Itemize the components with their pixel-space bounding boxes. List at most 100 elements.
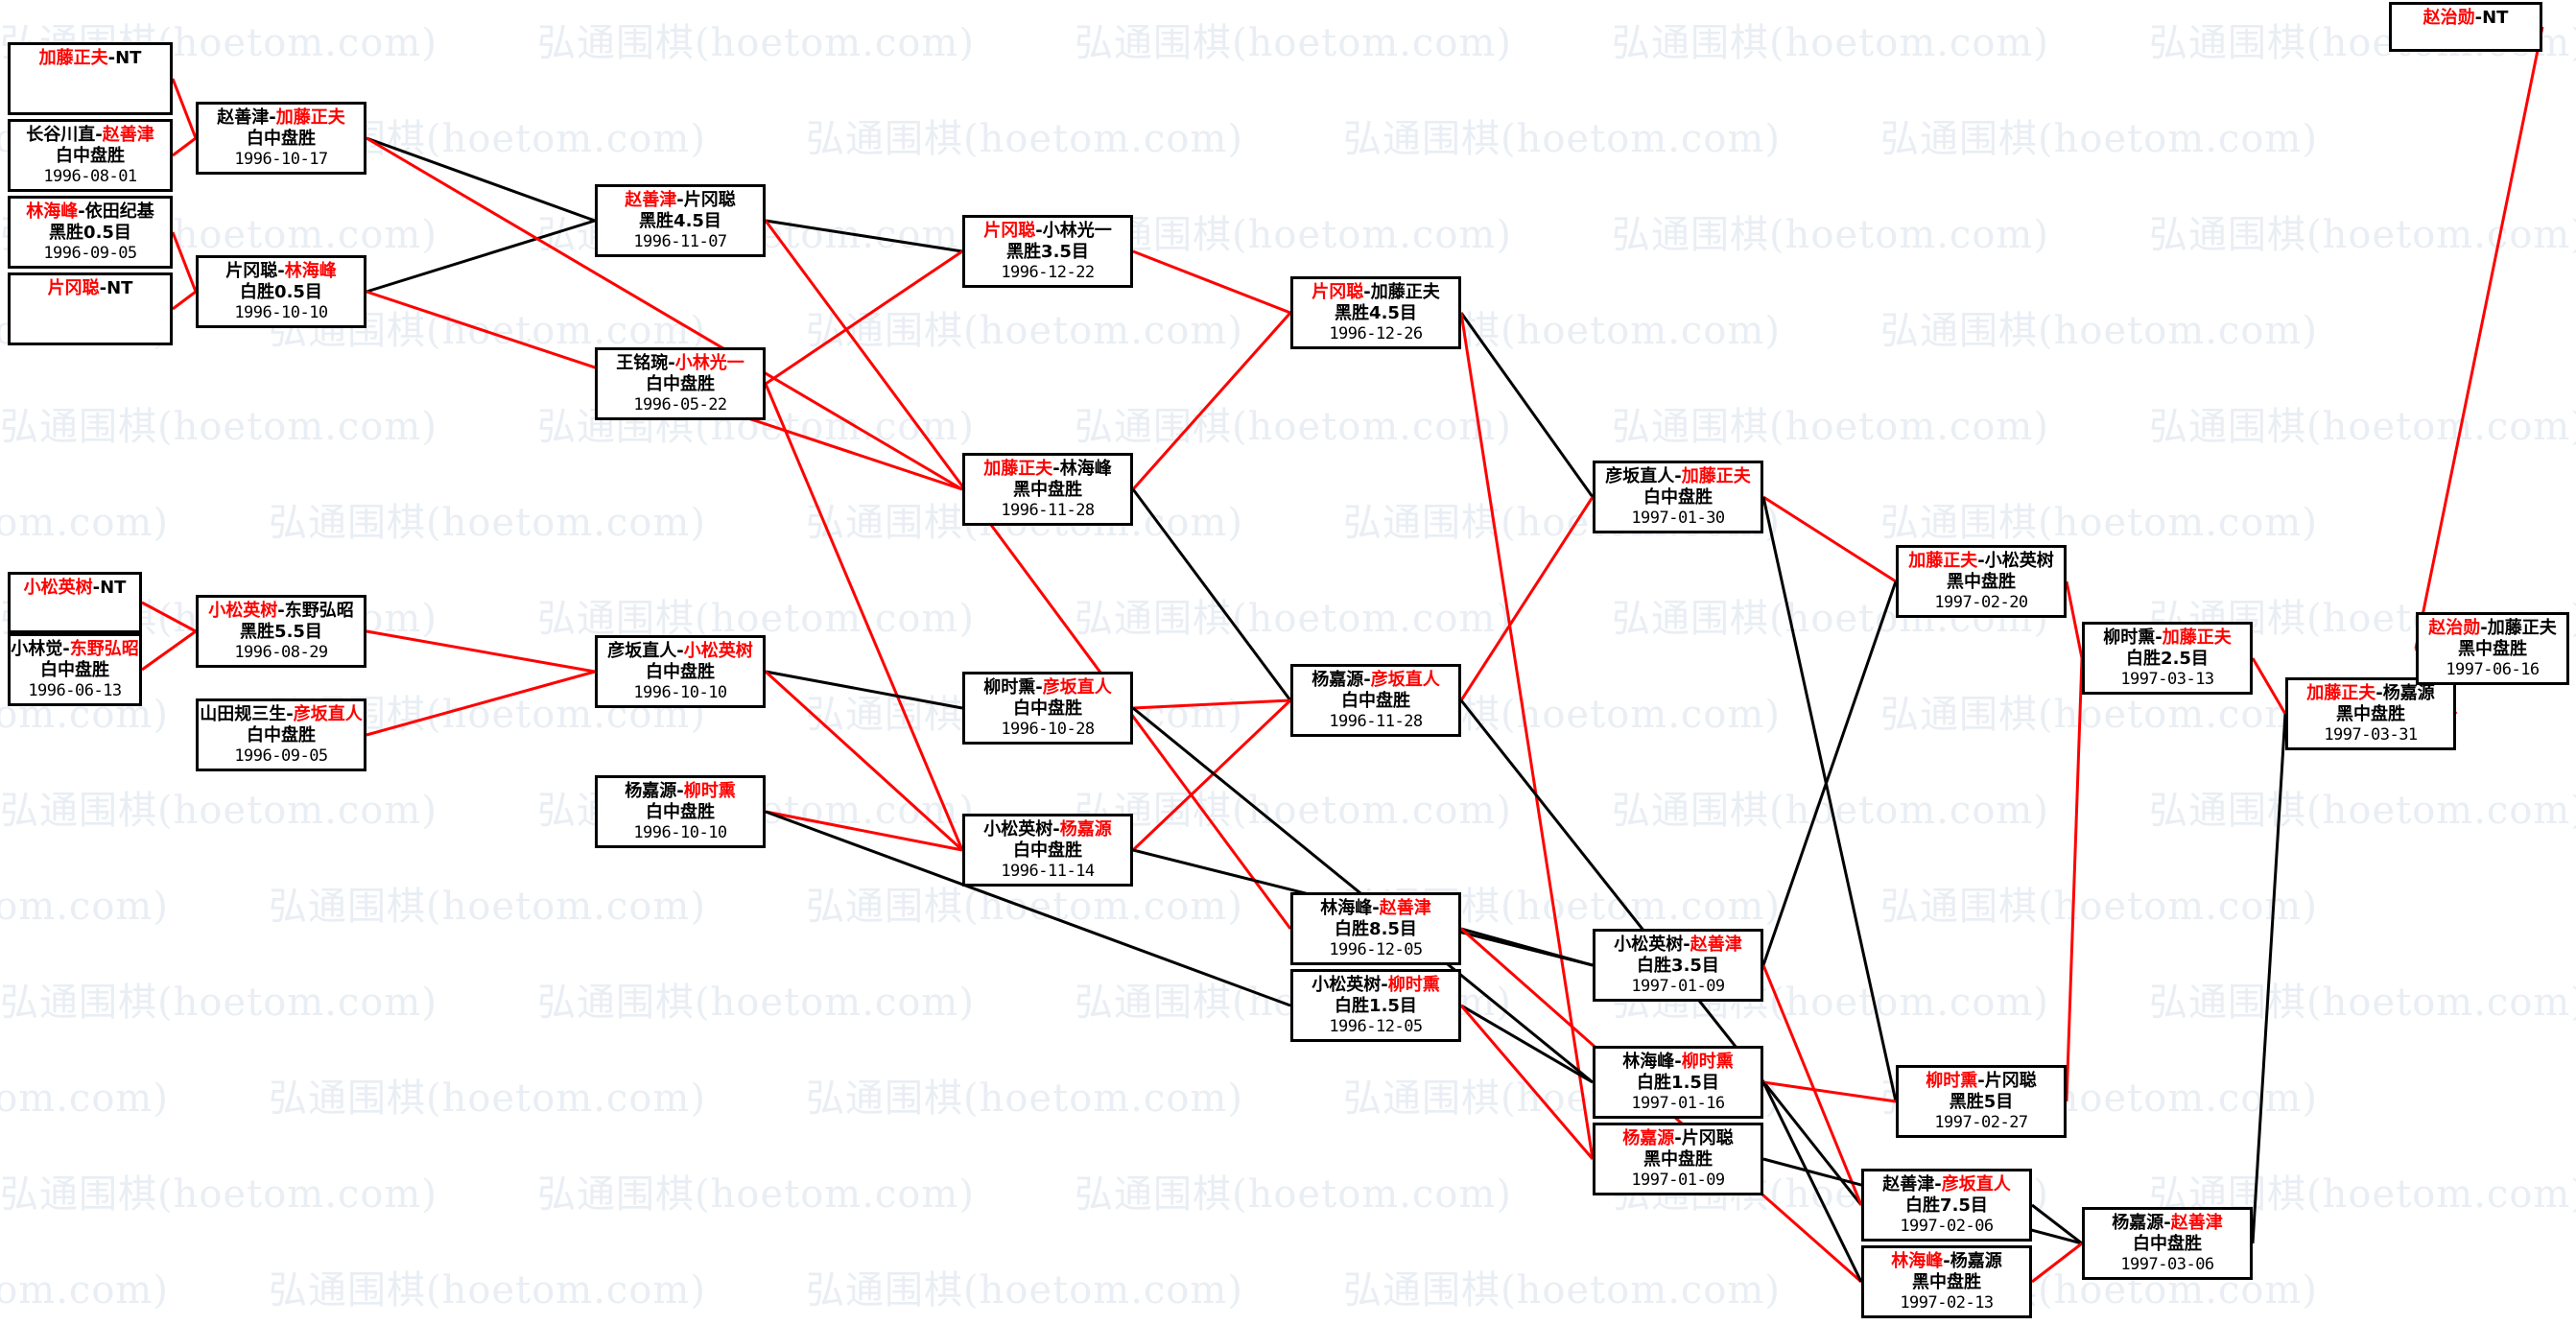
player-left: 杨嘉源 (2112, 1213, 2164, 1233)
player-separator: - (99, 278, 107, 298)
match-box[interactable]: 加藤正夫-杨嘉源 黑中盘胜 1997-03-31 (2285, 677, 2456, 750)
match-date: 1997-01-09 (1631, 976, 1725, 996)
match-box[interactable]: 杨嘉源-柳时熏 白中盘胜 1996-10-10 (595, 775, 766, 848)
match-box[interactable]: 小林觉-东野弘昭 白中盘胜 1996-06-13 (8, 633, 142, 706)
player-separator: - (1674, 1052, 1682, 1072)
player-left: 柳时熏 (2103, 627, 2156, 648)
player-separator: - (1363, 670, 1371, 690)
match-box[interactable]: 赵治勋-NT (2389, 2, 2542, 52)
match-date: 1997-02-27 (1934, 1112, 2028, 1132)
bracket-edge (1460, 1004, 1594, 1084)
player-separator: - (1674, 1128, 1682, 1148)
match-box[interactable]: 柳时熏-加藤正夫 白胜2.5目 1997-03-13 (2082, 622, 2253, 695)
player-right: 赵善津 (2170, 1213, 2223, 1233)
match-box[interactable]: 杨嘉源-赵善津 白中盘胜 1997-03-06 (2082, 1207, 2253, 1280)
match-box[interactable]: 林海峰-柳时熏 白胜1.5目 1997-01-16 (1593, 1046, 1763, 1119)
player-left: 小松英树 (1614, 935, 1684, 955)
player-separator: - (1052, 459, 1060, 479)
bracket-edge (1131, 698, 1292, 852)
match-box[interactable]: 林海峰-赵善津 白胜8.5目 1996-12-05 (1290, 892, 1461, 965)
match-date: 1996-05-22 (633, 394, 727, 414)
match-date: 1996-10-10 (234, 302, 328, 322)
match-box[interactable]: 小松英树-东野弘昭 黑胜5.5目 1996-08-29 (196, 595, 366, 668)
match-players: 彦坂直人-小松英树 (598, 638, 763, 662)
match-players: 小松英树-柳时熏 (1293, 972, 1458, 996)
match-box[interactable]: 片冈聪-小林光一 黑胜3.5目 1996-12-22 (962, 215, 1133, 288)
player-separator: - (1977, 1071, 1985, 1091)
bracket-edge (1762, 1080, 1897, 1103)
bracket-edge (1761, 580, 1898, 966)
match-box[interactable]: 长谷川直-赵善津 白中盘胜 1996-08-01 (8, 119, 173, 192)
match-box[interactable]: 加藤正夫-小松英树 黑中盘胜 1997-02-20 (1896, 545, 2067, 618)
player-right: 加藤正夫 (2487, 618, 2557, 638)
match-box[interactable]: 王铭琬-小林光一 白中盘胜 1996-05-22 (595, 347, 766, 420)
match-box[interactable]: 赵善津-片冈聪 黑胜4.5目 1996-11-07 (595, 184, 766, 257)
match-box[interactable]: 小松英树-赵善津 白胜3.5目 1997-01-09 (1593, 929, 1763, 1002)
match-players: 片冈聪-林海峰 (199, 258, 364, 282)
match-result: 黑中盘胜 (1013, 479, 1082, 500)
match-box[interactable]: 加藤正夫-林海峰 黑中盘胜 1996-11-28 (962, 453, 1133, 526)
player-right: 杨嘉源 (2382, 683, 2435, 703)
match-result: 白中盘胜 (247, 128, 316, 149)
bracket-edge (764, 670, 964, 852)
match-box[interactable]: 柳时熏-彦坂直人 白中盘胜 1996-10-28 (962, 672, 1133, 745)
match-box[interactable]: 柳时熏-片冈聪 黑胜5目 1997-02-27 (1896, 1065, 2067, 1138)
match-date: 1996-09-05 (43, 243, 137, 263)
match-players: 小松英树-NT (11, 575, 139, 599)
match-box[interactable]: 小松英树-杨嘉源 白中盘胜 1996-11-14 (962, 814, 1133, 887)
match-date: 1997-03-13 (2120, 669, 2214, 689)
match-box[interactable]: 片冈聪-加藤正夫 黑胜4.5目 1996-12-26 (1290, 276, 1461, 349)
match-box[interactable]: 杨嘉源-片冈聪 黑中盘胜 1997-01-09 (1593, 1123, 1763, 1195)
match-players: 加藤正夫-NT (11, 45, 170, 69)
player-separator: - (1363, 282, 1371, 302)
match-box[interactable]: 小松英树-柳时熏 白胜1.5目 1996-12-05 (1290, 969, 1461, 1042)
match-players: 小松英树-杨嘉源 (965, 816, 1130, 840)
match-result: 黑中盘胜 (1947, 571, 2016, 592)
match-box[interactable]: 杨嘉源-彦坂直人 白中盘胜 1996-11-28 (1290, 664, 1461, 737)
bracket-edge (1761, 964, 1863, 1206)
match-players: 赵善津-彦坂直人 (1864, 1171, 2029, 1195)
match-players: 赵治勋-加藤正夫 (2419, 615, 2566, 639)
bracket-edge (765, 810, 963, 852)
bracket-edge (2031, 1203, 2083, 1245)
player-left: 柳时熏 (983, 677, 1036, 698)
match-box[interactable]: 林海峰-杨嘉源 黑中盘胜 1997-02-13 (1861, 1245, 2032, 1318)
bracket-edge (366, 219, 596, 294)
player-separator: - (2163, 1213, 2171, 1233)
match-box[interactable]: 彦坂直人-加藤正夫 白中盘胜 1997-01-30 (1593, 461, 1763, 533)
player-left: 片冈聪 (983, 221, 1036, 241)
match-box[interactable]: 林海峰-依田纪基 黑胜0.5目 1996-09-05 (8, 196, 173, 269)
player-separator: - (286, 704, 294, 724)
match-box[interactable]: 赵治勋-加藤正夫 黑中盘胜 1997-06-16 (2416, 612, 2569, 685)
match-result: 白中盘胜 (1341, 690, 1410, 711)
player-right: 小松英树 (1984, 551, 2054, 571)
bracket-edge (2065, 657, 2084, 1102)
match-box[interactable]: 赵善津-彦坂直人 白胜7.5目 1997-02-06 (1861, 1169, 2032, 1242)
match-box[interactable]: 加藤正夫-NT (8, 42, 173, 115)
match-result: 白胜7.5目 (1905, 1195, 1988, 1216)
player-right: 加藤正夫 (2162, 627, 2232, 648)
match-date: 1996-08-29 (234, 642, 328, 662)
player-separator: - (1052, 819, 1060, 840)
match-box[interactable]: 片冈聪-NT (8, 272, 173, 345)
bracket-edge (1762, 495, 1897, 583)
player-separator: - (1372, 898, 1380, 918)
match-box[interactable]: 片冈聪-林海峰 白胜0.5目 1996-10-10 (196, 255, 366, 328)
match-box[interactable]: 赵善津-加藤正夫 白中盘胜 1996-10-17 (196, 102, 366, 175)
player-right: 彦坂直人 (1370, 670, 1440, 690)
bracket-edge (765, 219, 963, 253)
match-players: 赵善津-片冈聪 (598, 187, 763, 211)
match-date: 1996-12-05 (1329, 939, 1423, 959)
match-date: 1996-12-22 (1001, 262, 1095, 282)
player-right: 依田纪基 (84, 201, 154, 222)
bracket-edge (172, 290, 197, 311)
match-box[interactable]: 小松英树-NT (8, 572, 142, 633)
match-box[interactable]: 彦坂直人-小松英树 白中盘胜 1996-10-10 (595, 635, 766, 708)
match-box[interactable]: 山田规三生-彦坂直人 白中盘胜 1996-09-05 (196, 698, 366, 771)
match-result: 白胜3.5目 (1637, 955, 1719, 976)
match-players: 加藤正夫-林海峰 (965, 456, 1130, 480)
match-players: 小松英树-赵善津 (1595, 932, 1761, 956)
bracket-edge (171, 231, 198, 293)
player-right: 东野弘昭 (284, 601, 354, 621)
